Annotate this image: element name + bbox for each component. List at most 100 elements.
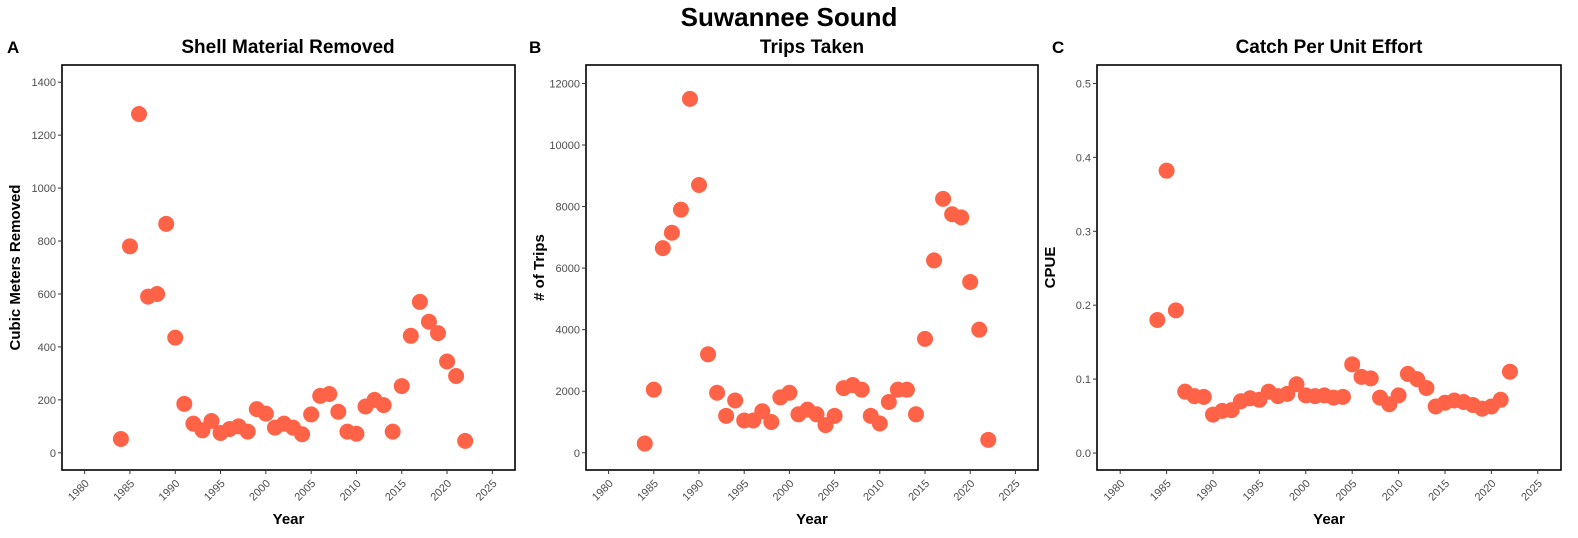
panel-a-plot-frame [61, 64, 516, 471]
panel-b-data-point [953, 209, 970, 226]
panel-b-data-point [808, 406, 825, 423]
panel-b-title: Trips Taken [760, 37, 864, 58]
panel-c-x-tick-label: 2015 [1426, 478, 1452, 504]
panel-a-x-tick-label: 2010 [338, 478, 364, 504]
panel-b-data-point [691, 177, 707, 194]
panel-a-data-point [303, 406, 320, 423]
panel-a-data-point [203, 413, 220, 430]
panel-b-data-point [853, 381, 870, 398]
panel-c-data-point [1334, 388, 1351, 405]
panel-c-y-tick-label: 0.5 [1076, 78, 1091, 90]
panel-a-data-point [448, 368, 465, 385]
panel-c-data-point [1362, 370, 1379, 387]
panel-a-x-tick-label: 2015 [383, 478, 409, 504]
panel-b-data-point [718, 407, 735, 424]
panel-a-data-point [411, 293, 428, 310]
panel-a-x-tick-label: 2000 [247, 478, 273, 504]
panel-b-x-tick-label: 2010 [861, 478, 887, 504]
panel-b-x-tick-label: 2015 [906, 478, 932, 504]
panel-b-x-tick-label: 1985 [635, 478, 661, 504]
panel-a-y-tick-label: 200 [38, 395, 56, 407]
panel-a-data-point [457, 432, 474, 449]
panel-b-data-point [935, 190, 952, 207]
panel-c-data-point [1344, 356, 1361, 373]
panel-c-data-point [1390, 387, 1407, 404]
panel-b-x-tick-label: 1990 [680, 478, 706, 504]
panel-a-title: Shell Material Removed [181, 37, 394, 58]
panel-a-data-point [439, 353, 456, 370]
panel-b-letter: B [529, 38, 541, 57]
panel-c-y-tick-label: 0.3 [1076, 226, 1091, 238]
panel-c-data-point [1288, 376, 1305, 393]
panel-c-x-tick-label: 1985 [1148, 478, 1174, 504]
panel-b-x-tick-label: 2000 [771, 478, 797, 504]
panel-b-data-point [700, 346, 717, 363]
panel-a-data-point [167, 329, 184, 346]
panel-a-data-point [257, 405, 274, 422]
panel-c-y-axis-label: CPUE [1042, 247, 1059, 289]
panel-a-data-point [321, 386, 338, 403]
panel-b-data-point [681, 90, 698, 107]
panel-c-x-tick-label: 2010 [1380, 478, 1406, 504]
panel-c-data-point [1167, 302, 1184, 319]
panel-b-y-tick-label: 2000 [556, 386, 580, 398]
panel-c-x-tick-label: 1980 [1102, 478, 1128, 504]
panel-a-data-point [420, 313, 437, 330]
panel-b-x-tick-label: 2020 [952, 478, 978, 504]
panel-a-data-point [402, 327, 419, 344]
panel-a-y-tick-label: 400 [38, 342, 56, 354]
panel-b-x-tick-label: 1995 [726, 478, 752, 504]
panel-b-data-point [980, 431, 997, 448]
panel-c-x-axis-label: Year [1313, 511, 1345, 528]
panel-b-y-tick-label: 0 [574, 448, 580, 460]
panel-a-data-point [112, 431, 129, 448]
panel-b-x-axis-label: Year [796, 511, 828, 528]
panel-a-letter: A [7, 38, 19, 57]
panel-b-data-point [727, 392, 744, 409]
panel-a-data-point [131, 105, 148, 122]
panel-a-data-point [348, 425, 365, 442]
panel-b-data-point [654, 240, 671, 257]
panel-c-x-tick-label: 2025 [1519, 478, 1545, 504]
panel-c-y-tick-label: 0.1 [1076, 374, 1091, 386]
panel-a-data-point [149, 285, 166, 302]
panel-b-plot-frame [585, 64, 1039, 471]
panel-a-y-tick-label: 1200 [32, 130, 56, 142]
panel-b-x-tick-label: 1980 [590, 478, 616, 504]
panel-a-y-tick-label: 1400 [32, 77, 56, 89]
panel-c-data-point [1418, 379, 1435, 396]
panel-b-data-point [672, 201, 689, 218]
panel-b-y-tick-label: 6000 [556, 263, 580, 275]
panel-a-data-point [375, 397, 392, 414]
panel-b-data-point [917, 330, 933, 347]
panel-b-data-point [781, 384, 798, 401]
panel-a-data-point [330, 403, 347, 420]
panel-b-data-point [636, 435, 653, 452]
panel-a-y-axis-label: Cubic Meters Removed [7, 185, 24, 351]
panel-a-x-tick-label: 2020 [428, 478, 454, 504]
panel-c-x-tick-label: 1990 [1194, 478, 1220, 504]
panel-a-x-tick-label: 1980 [66, 478, 92, 504]
panel-a-y-tick-label: 600 [38, 289, 56, 301]
panel-a-y-tick-label: 1000 [32, 183, 56, 195]
panel-b-data-point [926, 252, 943, 269]
panel-a-data-point [121, 238, 138, 255]
panel-a-data-point [294, 426, 311, 443]
panel-c-data-point [1149, 311, 1166, 328]
panel-b-data-point [898, 381, 915, 398]
panel-b-x-tick-label: 2025 [997, 478, 1023, 504]
panel-a-data-point [384, 423, 401, 440]
panel-b-data-point [826, 407, 843, 424]
panel-c-x-tick-label: 2005 [1334, 478, 1360, 504]
panel-b-x-tick-label: 2005 [816, 478, 842, 504]
panel-c-plot-frame [1096, 64, 1562, 471]
panel-b-data-point [880, 393, 897, 410]
panel-c-data-point [1158, 162, 1175, 179]
panel-b-data-point [971, 321, 988, 338]
panel-c-x-tick-label: 2020 [1473, 478, 1499, 504]
panel-a-data-point [429, 325, 446, 342]
panel-b-data-point [754, 403, 771, 420]
panel-b-y-tick-label: 10000 [549, 140, 580, 152]
panel-c-y-tick-label: 0.2 [1076, 300, 1091, 312]
